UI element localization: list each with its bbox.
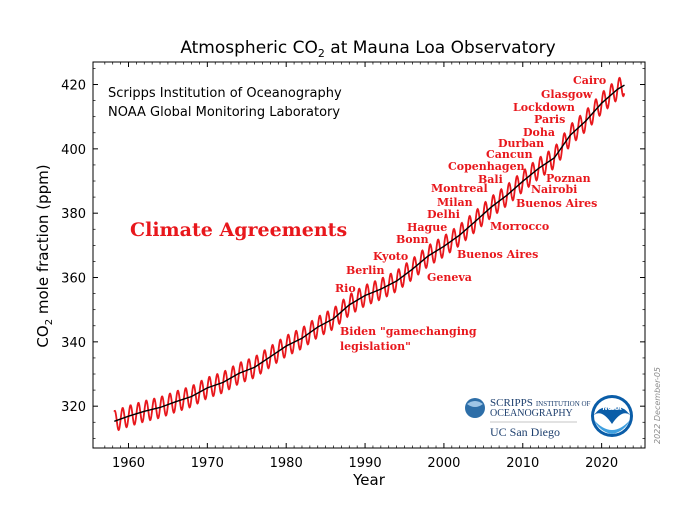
noaa-logo-text: NOAA bbox=[602, 405, 622, 412]
x-axis-label: Year bbox=[352, 471, 386, 489]
scripps-logo-line2: OCEANOGRAPHY bbox=[490, 408, 573, 419]
noaa-bird-icon bbox=[594, 407, 630, 424]
source-scripps: Scripps Institution of Oceanography bbox=[108, 86, 342, 101]
source-noaa: NOAA Global Monitoring Laboratory bbox=[108, 105, 340, 120]
x-tick-label: 1990 bbox=[349, 456, 382, 471]
noaa-wave-icon bbox=[594, 420, 630, 434]
annotation-label: Rio bbox=[335, 282, 356, 295]
annotation-label: Morrocco bbox=[490, 220, 549, 233]
annotation-label: Bonn bbox=[396, 233, 429, 246]
scripps-logo-small: INSTITUTION OF bbox=[536, 400, 591, 408]
y-axis-label-main: CO bbox=[34, 325, 52, 347]
y-tick-label: 320 bbox=[61, 400, 86, 415]
x-axis: 1960 1970 1980 1990 2000 2010 2020 bbox=[104, 62, 642, 471]
annotation-label: Delhi bbox=[427, 208, 460, 221]
annotation-label: Buenos Aires bbox=[457, 248, 538, 261]
annotation-label: Hague bbox=[407, 221, 447, 234]
trend-co2-line bbox=[114, 84, 625, 422]
annotation-label: legislation" bbox=[340, 340, 411, 353]
y-tick-label: 420 bbox=[61, 79, 86, 94]
annotation-label: Nairobi bbox=[531, 183, 577, 196]
date-stamp: 2022 December-05 bbox=[653, 367, 662, 444]
x-tick-label: 2010 bbox=[506, 456, 539, 471]
annotation-label: Paris bbox=[534, 113, 565, 126]
annotation-label: Durban bbox=[498, 137, 544, 150]
annotation-title: Climate Agreements bbox=[130, 219, 347, 241]
annotation-label: Biden "gamechanging bbox=[340, 325, 477, 338]
chart-title-subscript: 2 bbox=[318, 47, 325, 60]
annotation-label: Milan bbox=[437, 196, 473, 209]
scripps-logo: SCRIPPS INSTITUTION OF OCEANOGRAPHY UC Sa… bbox=[465, 397, 591, 439]
annotation-label: Glasgow bbox=[541, 88, 593, 101]
annotation-label: Geneva bbox=[427, 271, 472, 284]
annotation-label: Berlin bbox=[346, 264, 384, 277]
x-tick-label: 1960 bbox=[112, 456, 145, 471]
scripps-logo-line1: SCRIPPS INSTITUTION OF bbox=[490, 397, 591, 409]
annotation-label: Cancun bbox=[486, 148, 533, 161]
y-tick-label: 380 bbox=[61, 207, 86, 222]
y-tick-label: 360 bbox=[61, 272, 86, 287]
plot-frame bbox=[92, 61, 646, 449]
annotation-label: Copenhagen bbox=[448, 160, 525, 173]
annotation-label: Montreal bbox=[431, 182, 488, 195]
scripps-logo-word: SCRIPPS bbox=[490, 397, 533, 409]
chart-title-rest: at Mauna Loa Observatory bbox=[325, 38, 556, 58]
annotation-label: Cairo bbox=[573, 74, 606, 87]
y-axis: 320 340 360 380 400 420 bbox=[61, 68, 645, 439]
series-layer bbox=[113, 76, 626, 432]
annotation-label: Kyoto bbox=[373, 250, 408, 263]
noaa-logo: NOAA bbox=[591, 395, 633, 437]
y-axis-label-subscript: 2 bbox=[44, 319, 55, 325]
annotation-label: Buenos Aires bbox=[516, 197, 597, 210]
y-tick-label: 340 bbox=[61, 336, 86, 351]
x-tick-label: 1980 bbox=[270, 456, 303, 471]
annotation-label: Lockdown bbox=[513, 101, 575, 114]
y-tick-label: 400 bbox=[61, 143, 86, 158]
y-axis-label-rest: mole fraction (ppm) bbox=[34, 164, 52, 318]
x-tick-label: 2000 bbox=[427, 456, 460, 471]
y-axis-label: CO2 mole fraction (ppm) bbox=[34, 164, 55, 347]
chart-title: Atmospheric CO2 at Mauna Loa Observatory bbox=[180, 38, 555, 60]
annotation-label: Poznan bbox=[546, 172, 591, 185]
chart-title-main: Atmospheric CO bbox=[180, 38, 318, 58]
annotation-label: Doha bbox=[523, 126, 555, 139]
annotation-label: Bali bbox=[478, 173, 503, 186]
x-tick-label: 1970 bbox=[191, 456, 224, 471]
x-tick-label: 2020 bbox=[585, 456, 618, 471]
ucsd-logo: UC San Diego bbox=[490, 425, 560, 439]
seasonal-co2-line bbox=[113, 76, 626, 432]
scripps-globe-highlight bbox=[467, 401, 483, 407]
